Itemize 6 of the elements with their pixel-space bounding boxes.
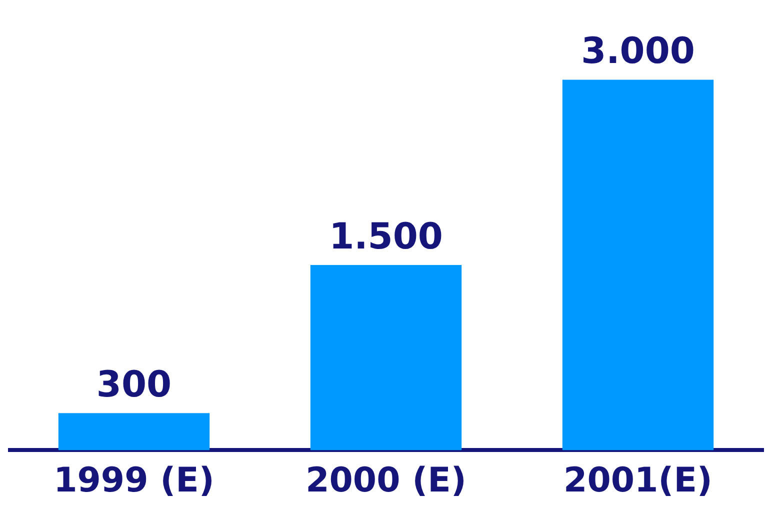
data-label: 300 [96,364,172,406]
data-label: 3.000 [581,31,695,72]
x-tick-label: 2001(E) [564,460,712,500]
x-tick-label: 2000 (E) [306,460,466,500]
data-label: 1.500 [329,216,443,258]
x-tick-label: 1999 (E) [54,460,214,500]
